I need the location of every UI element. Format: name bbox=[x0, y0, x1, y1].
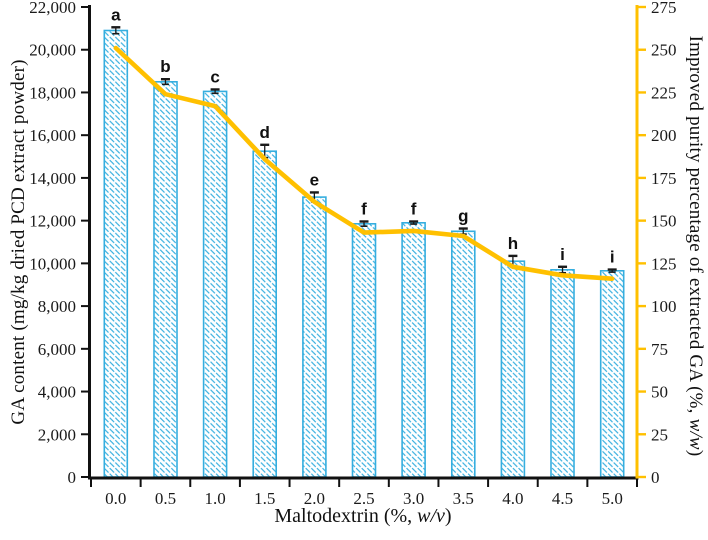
x-tick-label: 5.0 bbox=[602, 489, 623, 508]
significance-letter: h bbox=[508, 234, 518, 253]
x-axis-title-suffix: ) bbox=[444, 505, 452, 527]
right-axis-title-suffix: ) bbox=[685, 449, 706, 457]
left-tick-label: 20,000 bbox=[29, 41, 76, 60]
significance-letter: e bbox=[310, 170, 319, 189]
right-tick-label: 25 bbox=[651, 425, 668, 444]
x-tick-label: 1.0 bbox=[204, 489, 225, 508]
left-tick-label: 10,000 bbox=[29, 254, 76, 273]
x-axis-title-italic: w/v bbox=[417, 505, 445, 527]
right-tick-label: 225 bbox=[651, 83, 677, 102]
left-tick-label: 2,000 bbox=[38, 425, 76, 444]
x-tick-label: 2.0 bbox=[304, 489, 325, 508]
x-tick-label: 2.5 bbox=[353, 489, 374, 508]
right-tick-label: 250 bbox=[651, 41, 677, 60]
significance-letter: i bbox=[610, 248, 615, 267]
x-tick-label: 0.0 bbox=[105, 489, 126, 508]
x-tick-label: 4.5 bbox=[552, 489, 573, 508]
bar-0.5 bbox=[153, 81, 178, 478]
significance-letter: d bbox=[260, 123, 270, 142]
right-tick-label: 75 bbox=[651, 340, 668, 359]
bar-5.0 bbox=[599, 269, 625, 478]
significance-letter: f bbox=[411, 200, 417, 219]
left-tick-label: 16,000 bbox=[29, 126, 76, 145]
bar-4.0 bbox=[500, 260, 526, 478]
bar-1.0 bbox=[202, 90, 228, 478]
left-axis-title: GA content (mg/kg dried PCD extract powd… bbox=[8, 59, 29, 425]
bar-2.0 bbox=[302, 196, 327, 478]
significance-letter: c bbox=[210, 68, 219, 87]
left-tick-label: 6,000 bbox=[38, 340, 76, 359]
bar-0.0 bbox=[103, 29, 129, 478]
bar-1.5 bbox=[252, 150, 277, 478]
right-tick-label: 100 bbox=[651, 297, 677, 316]
significance-letter: b bbox=[160, 57, 170, 76]
x-tick-label: 4.0 bbox=[502, 489, 523, 508]
significance-letter: f bbox=[361, 200, 367, 219]
error-bars bbox=[111, 26, 617, 274]
right-tick-label: 200 bbox=[651, 126, 677, 145]
left-tick-label: 18,000 bbox=[29, 83, 76, 102]
significance-letter: g bbox=[458, 207, 468, 226]
bar-3.0 bbox=[401, 222, 426, 478]
x-tick-label: 1.5 bbox=[254, 489, 275, 508]
significance-letter: a bbox=[111, 5, 121, 24]
left-tick-label: 0 bbox=[68, 468, 77, 487]
left-tick-label: 22,000 bbox=[29, 0, 76, 17]
right-axis-title-italic: w/w bbox=[685, 418, 706, 450]
right-tick-label: 125 bbox=[651, 254, 677, 273]
left-tick-label: 4,000 bbox=[38, 383, 76, 402]
x-tick-label: 3.0 bbox=[403, 489, 424, 508]
right-axis-title-text: Improved purity percentage of extracted … bbox=[685, 35, 706, 419]
x-axis-title-text: Maltodextrin (%, bbox=[274, 505, 418, 527]
left-tick-label: 12,000 bbox=[29, 212, 76, 231]
significance-letters: a b c d e f f g h i i bbox=[111, 5, 615, 266]
right-tick-label: 275 bbox=[651, 0, 677, 17]
x-tick-label: 0.5 bbox=[155, 489, 176, 508]
significance-letter: i bbox=[560, 245, 565, 264]
bar-4.5 bbox=[550, 268, 575, 478]
bars bbox=[103, 29, 625, 478]
right-tick-label: 0 bbox=[651, 468, 660, 487]
bar-2.5 bbox=[351, 223, 377, 478]
right-tick-label: 175 bbox=[651, 169, 677, 188]
left-tick-label: 14,000 bbox=[29, 169, 76, 188]
right-axis-title: Improved purity percentage of extracted … bbox=[684, 0, 706, 496]
x-axis-title: Maltodextrin (%, w/v) bbox=[213, 505, 513, 528]
right-tick-label: 150 bbox=[651, 212, 677, 231]
purity-line bbox=[113, 45, 615, 282]
left-tick-label: 8,000 bbox=[38, 297, 76, 316]
right-tick-label: 50 bbox=[651, 383, 668, 402]
x-tick-label: 3.5 bbox=[453, 489, 474, 508]
bar-3.5 bbox=[450, 230, 476, 478]
